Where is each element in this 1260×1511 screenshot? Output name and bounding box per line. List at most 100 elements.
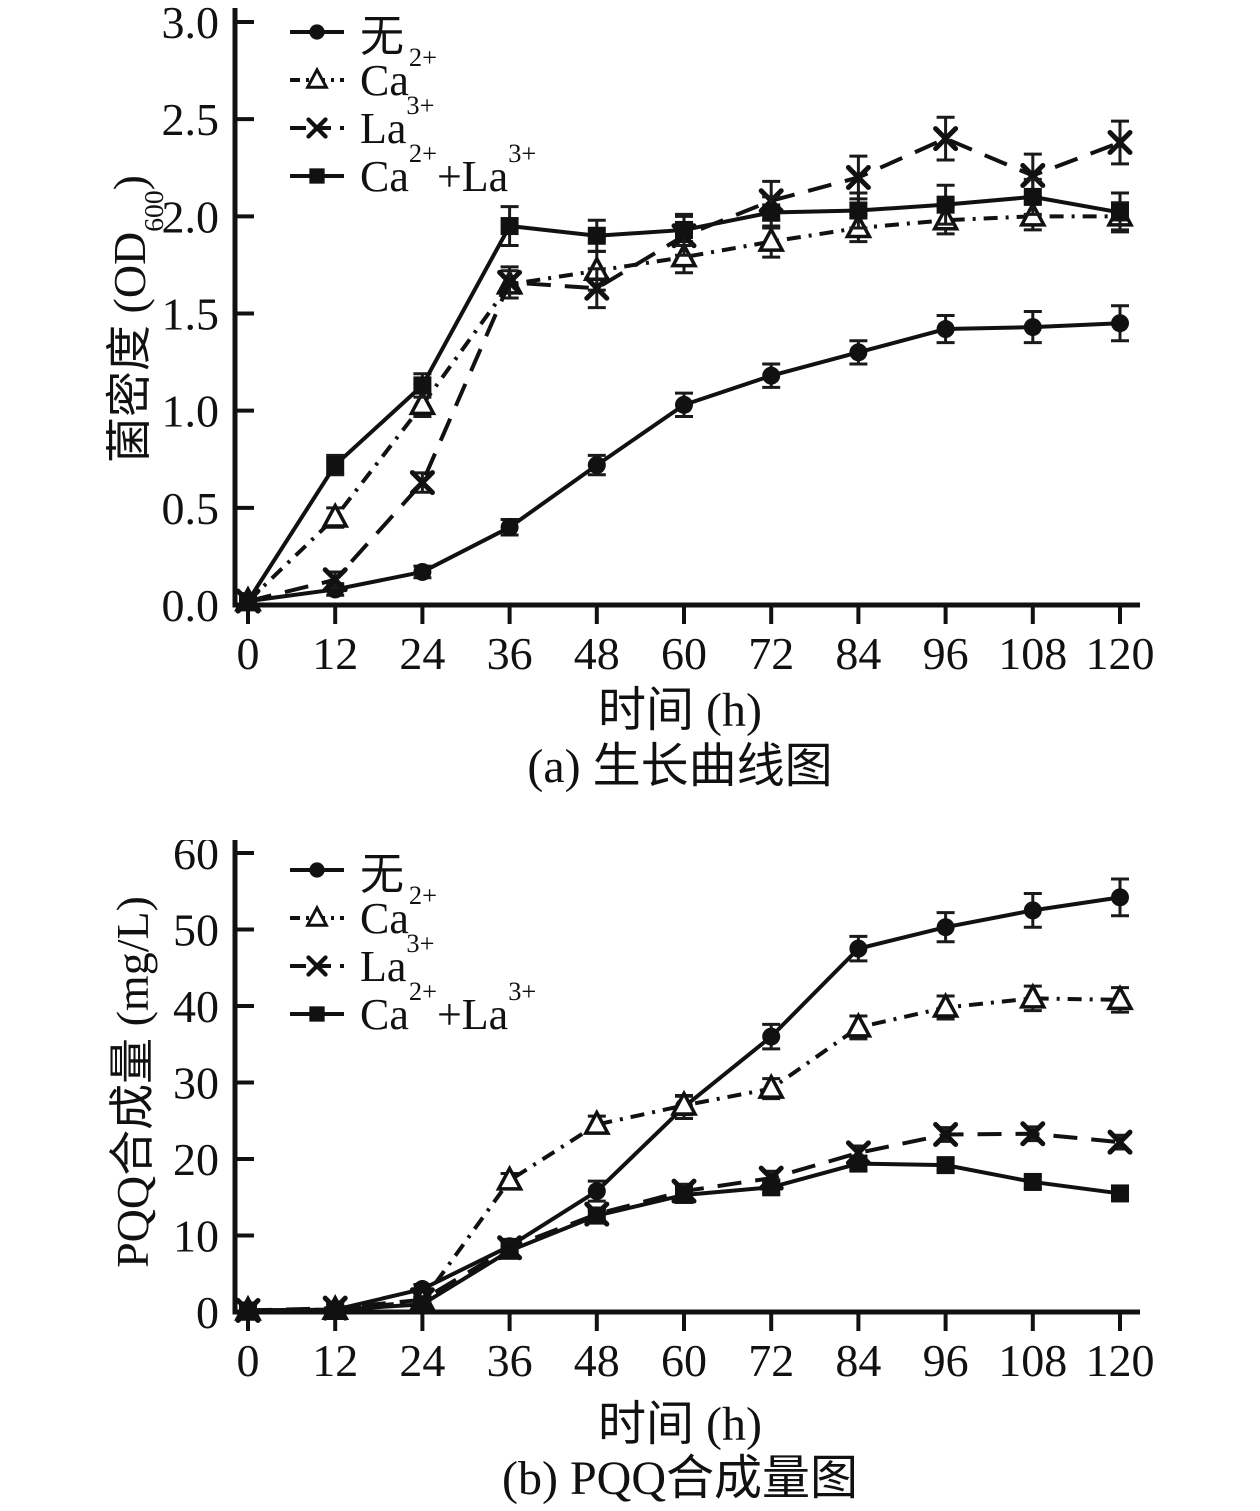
pqq-y-axis-label: PQQ合成量 (mg/L)	[107, 896, 158, 1268]
legend-item-ca: Ca2+	[288, 43, 536, 105]
square-filled-marker	[1023, 187, 1042, 206]
x-tick-label: 108	[998, 1335, 1067, 1386]
x-cross-marker	[1020, 163, 1046, 189]
y-tick-label: 1.5	[162, 289, 220, 340]
y-axis-ticks: 0 10 20 30 40 50 60	[173, 840, 254, 1338]
legend-sample-ca_la	[290, 1006, 344, 1022]
y-axis-ticks: 0.0 0.5 1.0 1.5 2.0 2.5 3.0	[162, 0, 254, 631]
x-tick-label: 108	[998, 628, 1067, 679]
legend-label-la: La3+	[360, 927, 435, 991]
y-tick-label: 0.5	[162, 483, 220, 534]
triangle-open-marker	[305, 66, 329, 89]
square-filled-marker	[1111, 203, 1129, 222]
x-tick-label: 24	[399, 628, 445, 679]
square-filled-marker	[675, 220, 693, 239]
line-ca	[247, 996, 1121, 1313]
square-filled-marker	[1111, 1184, 1129, 1203]
axes	[232, 8, 1140, 608]
triangle-open-marker	[931, 991, 960, 1018]
axes	[232, 840, 1140, 1315]
legend-sample-ca_la	[290, 168, 344, 184]
x-tick-label: 60	[661, 628, 707, 679]
x-cross-marker	[306, 955, 328, 977]
circle-filled-marker	[1111, 888, 1129, 907]
legend-item-none: 无	[288, 846, 536, 899]
legend-label-la: La3+	[360, 89, 435, 153]
line-la	[247, 1131, 1121, 1313]
legend-label-ca: Ca2+	[360, 879, 437, 943]
growth-x-axis-label: 时间 (h)	[598, 684, 762, 737]
y-tick-label: 2.0	[162, 191, 220, 242]
series-ca_la	[239, 1154, 1129, 1320]
y-tick-label: 50	[173, 905, 219, 956]
square-filled-marker	[762, 1178, 781, 1197]
legend-label-ca_la: Ca2++La3+	[360, 137, 537, 201]
square-filled-marker	[936, 195, 955, 214]
circle-filled-marker	[936, 918, 955, 937]
y-tick-label: 20	[173, 1134, 219, 1185]
triangle-open-marker	[1106, 984, 1134, 1011]
y-tick-label: 0.0	[162, 580, 220, 631]
x-cross-marker	[409, 470, 435, 496]
x-tick-label: 48	[574, 1335, 620, 1386]
x-tick-label: 12	[312, 1335, 358, 1386]
square-filled-marker	[239, 1301, 257, 1320]
circle-filled-marker	[500, 518, 519, 537]
square-filled-marker	[326, 456, 345, 475]
pqq-chart-caption: (b) PQQ合成量图	[502, 1452, 858, 1505]
triangle-open-marker	[408, 389, 437, 416]
square-filled-marker	[762, 203, 781, 222]
circle-filled-marker	[1111, 314, 1129, 333]
y-tick-label: 60	[173, 840, 219, 879]
triangle-open-marker	[582, 1108, 611, 1135]
x-cross-marker	[845, 164, 871, 190]
growth-chart-legend: 无 Ca2+ La3+ Ca2++La3+	[288, 8, 537, 201]
triangle-open-marker	[757, 225, 786, 252]
y-tick-label: 10	[173, 1211, 219, 1262]
x-tick-label: 72	[748, 628, 794, 679]
x-cross-marker	[306, 117, 328, 139]
triangle-open-marker	[305, 904, 329, 927]
circle-filled-marker	[1023, 318, 1042, 337]
x-tick-label: 48	[574, 628, 620, 679]
legend-item-la: La3+	[288, 89, 536, 153]
square-filled-marker	[587, 1206, 606, 1225]
legend-sample-ca	[290, 904, 344, 927]
x-tick-label: 96	[923, 628, 969, 679]
triangle-open-marker	[844, 1011, 873, 1038]
square-filled-marker	[326, 1300, 345, 1319]
circle-filled-marker	[587, 456, 606, 475]
markers-la	[235, 126, 1133, 614]
triangle-open-marker	[495, 1164, 524, 1191]
x-tick-label: 120	[1086, 628, 1155, 679]
triangle-open-marker	[670, 1089, 698, 1116]
legend-sample-la	[290, 117, 344, 139]
pqq-x-axis-label: 时间 (h)	[598, 1398, 762, 1451]
circle-filled-marker	[309, 24, 325, 40]
circle-filled-marker	[849, 343, 868, 362]
x-cross-marker	[1107, 129, 1133, 155]
legend-item-ca_la: Ca2++La3+	[288, 975, 537, 1039]
legend-label-ca_la: Ca2++La3+	[360, 975, 537, 1039]
square-filled-marker	[309, 168, 325, 184]
legend-sample-none	[290, 24, 344, 40]
square-filled-marker	[587, 226, 606, 245]
x-cross-marker	[1107, 1129, 1133, 1155]
series-la	[235, 1121, 1133, 1323]
legend-item-ca: Ca2+	[288, 879, 536, 943]
square-filled-marker	[500, 1241, 519, 1260]
series-none	[239, 304, 1129, 611]
legend-sample-none	[290, 862, 344, 878]
y-tick-label: 0	[196, 1287, 219, 1338]
x-tick-label: 0	[237, 628, 260, 679]
pqq-yield-plot: 0 10 20 30 40 50 60 0 12 24 36 48 60 72 84 96 108 120	[173, 840, 1155, 1386]
circle-filled-marker	[762, 366, 781, 385]
error-bars-la	[239, 1125, 1129, 1315]
square-filled-marker	[936, 1156, 955, 1175]
circle-filled-marker	[309, 862, 325, 878]
square-filled-marker	[1023, 1172, 1042, 1191]
circle-filled-marker	[936, 320, 955, 339]
y-tick-label: 3.0	[162, 0, 220, 48]
circle-filled-marker	[587, 1182, 606, 1201]
line-ca	[246, 214, 1120, 603]
